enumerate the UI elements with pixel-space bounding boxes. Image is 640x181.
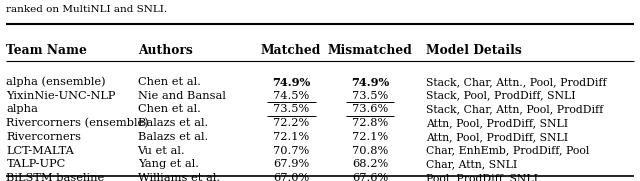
Text: Matched: Matched (261, 44, 321, 57)
Text: alpha: alpha (6, 104, 38, 114)
Text: 72.1%: 72.1% (352, 132, 388, 142)
Text: 74.9%: 74.9% (351, 77, 389, 88)
Text: Rivercorners: Rivercorners (6, 132, 81, 142)
Text: Stack, Char, Attn., Pool, ProdDiff: Stack, Char, Attn., Pool, ProdDiff (426, 77, 606, 87)
Text: 74.5%: 74.5% (273, 91, 309, 101)
Text: Nie and Bansal: Nie and Bansal (138, 91, 225, 101)
Text: alpha (ensemble): alpha (ensemble) (6, 77, 106, 87)
Text: Stack, Char, Attn, Pool, ProdDiff: Stack, Char, Attn, Pool, ProdDiff (426, 104, 603, 114)
Text: LCT-MALTA: LCT-MALTA (6, 146, 74, 156)
Text: 70.7%: 70.7% (273, 146, 309, 156)
Text: Stack, Pool, ProdDiff, SNLI: Stack, Pool, ProdDiff, SNLI (426, 91, 575, 101)
Text: 72.1%: 72.1% (273, 132, 309, 142)
Text: 72.8%: 72.8% (352, 118, 388, 128)
Text: Model Details: Model Details (426, 44, 522, 57)
Text: 67.0%: 67.0% (273, 173, 309, 181)
Text: 73.5%: 73.5% (273, 104, 309, 114)
Text: 67.9%: 67.9% (273, 159, 309, 169)
Text: ranked on MultiNLI and SNLI.: ranked on MultiNLI and SNLI. (6, 5, 168, 14)
Text: 67.6%: 67.6% (352, 173, 388, 181)
Text: 72.2%: 72.2% (273, 118, 309, 128)
Text: Balazs et al.: Balazs et al. (138, 132, 208, 142)
Text: Williams et al.: Williams et al. (138, 173, 220, 181)
Text: Chen et al.: Chen et al. (138, 104, 200, 114)
Text: TALP-UPC: TALP-UPC (6, 159, 66, 169)
Text: Pool, ProdDiff, SNLI: Pool, ProdDiff, SNLI (426, 173, 538, 181)
Text: YixinNie-UNC-NLP: YixinNie-UNC-NLP (6, 91, 116, 101)
Text: Chen et al.: Chen et al. (138, 77, 200, 87)
Text: Char, Attn, SNLI: Char, Attn, SNLI (426, 159, 517, 169)
Text: Authors: Authors (138, 44, 193, 57)
Text: 68.2%: 68.2% (352, 159, 388, 169)
Text: Char, EnhEmb, ProdDiff, Pool: Char, EnhEmb, ProdDiff, Pool (426, 146, 589, 156)
Text: Mismatched: Mismatched (328, 44, 412, 57)
Text: Attn, Pool, ProdDiff, SNLI: Attn, Pool, ProdDiff, SNLI (426, 118, 568, 128)
Text: 70.8%: 70.8% (352, 146, 388, 156)
Text: Balazs et al.: Balazs et al. (138, 118, 208, 128)
Text: 73.5%: 73.5% (352, 91, 388, 101)
Text: 73.6%: 73.6% (352, 104, 388, 114)
Text: Attn, Pool, ProdDiff, SNLI: Attn, Pool, ProdDiff, SNLI (426, 132, 568, 142)
Text: 74.9%: 74.9% (272, 77, 310, 88)
Text: Rivercorners (ensemble): Rivercorners (ensemble) (6, 118, 149, 129)
Text: Team Name: Team Name (6, 44, 87, 57)
Text: Yang et al.: Yang et al. (138, 159, 198, 169)
Text: Vu et al.: Vu et al. (138, 146, 185, 156)
Text: BiLSTM baseline: BiLSTM baseline (6, 173, 105, 181)
